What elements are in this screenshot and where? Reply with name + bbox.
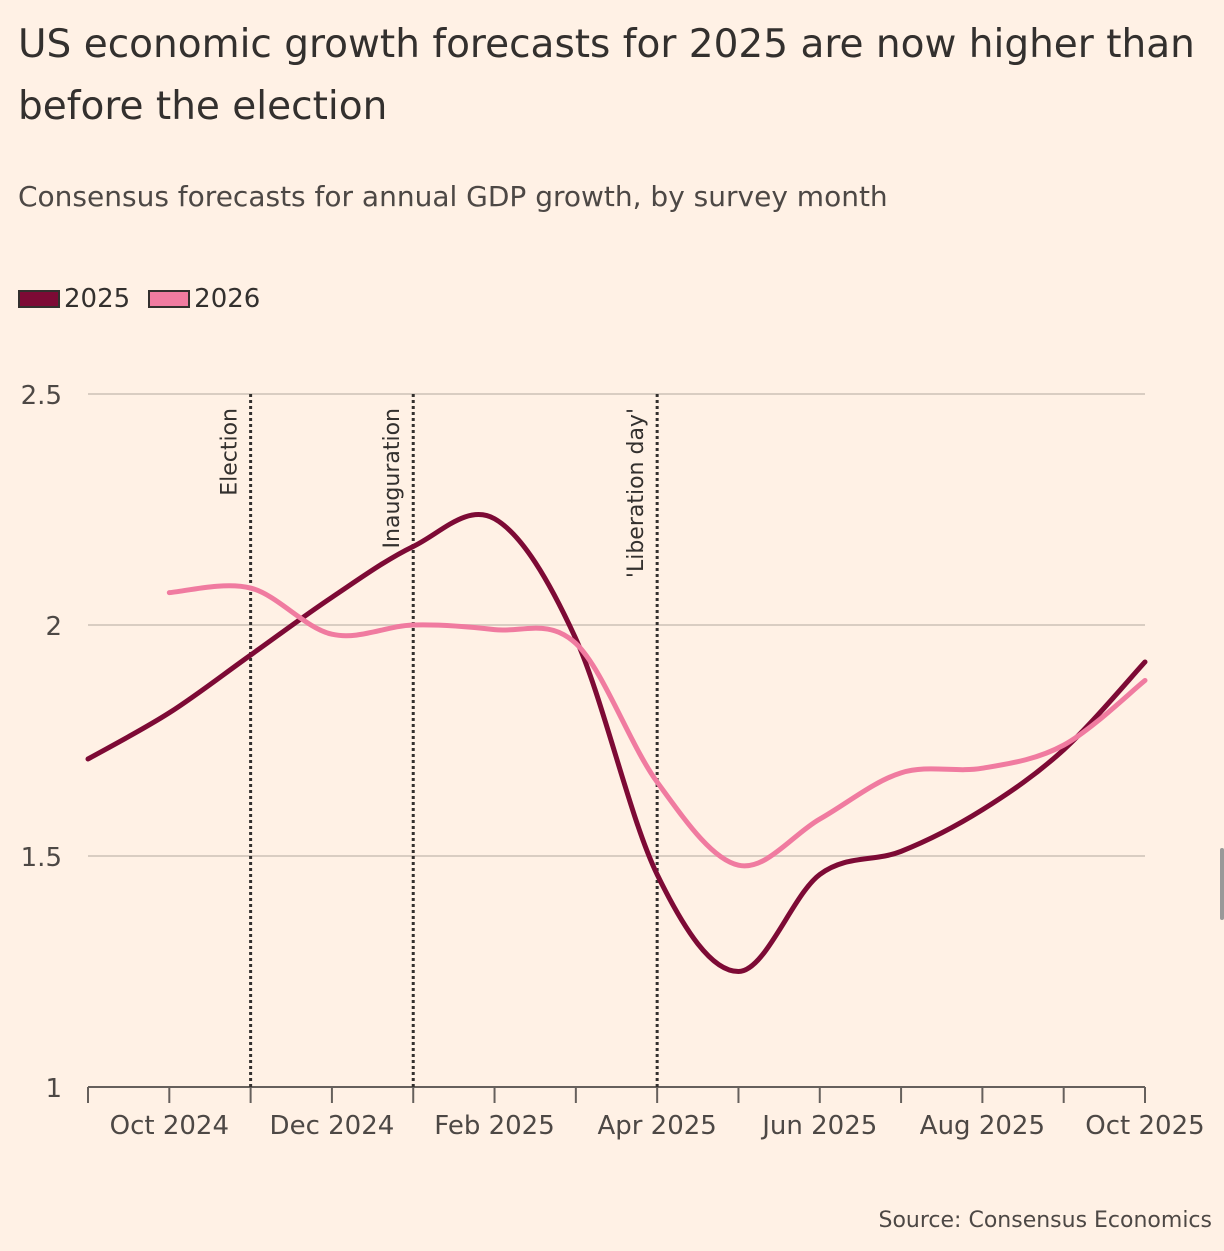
y-tick-label: 1.5: [21, 843, 62, 873]
y-tick-label: 2: [45, 612, 62, 642]
x-tick-label: Oct 2025: [1085, 1111, 1204, 1141]
legend-item-2026: 2026: [148, 284, 260, 314]
annotation-label: Election: [218, 408, 243, 496]
chart-subtitle: Consensus forecasts for annual GDP growt…: [18, 180, 888, 213]
legend-swatch-2025: [18, 290, 60, 308]
scrollbar[interactable]: [1220, 848, 1224, 920]
x-tick-label: Feb 2025: [434, 1111, 554, 1141]
y-tick-label: 1: [45, 1074, 62, 1104]
source-note: Source: Consensus Economics: [878, 1208, 1213, 1233]
legend-item-2025: 2025: [18, 284, 130, 314]
legend-label-2025: 2025: [64, 284, 131, 314]
legend-label-2026: 2026: [194, 284, 261, 314]
annotation-label: 'Liberation day': [624, 408, 649, 578]
chart-title: US economic growth forecasts for 2025 ar…: [18, 22, 1195, 129]
x-tick-label: Jun 2025: [760, 1111, 877, 1141]
legend-swatch-2026: [148, 290, 191, 308]
legend: 2025 2026: [18, 284, 260, 314]
x-tick-label: Dec 2024: [270, 1111, 395, 1141]
x-tick-label: Oct 2024: [110, 1111, 229, 1141]
y-tick-label: 2.5: [21, 381, 62, 411]
x-tick-label: Apr 2025: [597, 1111, 716, 1141]
series-line-2025: [85, 511, 1148, 974]
x-tick-label: Aug 2025: [920, 1111, 1045, 1141]
annotation-label: Inauguration: [380, 408, 405, 548]
